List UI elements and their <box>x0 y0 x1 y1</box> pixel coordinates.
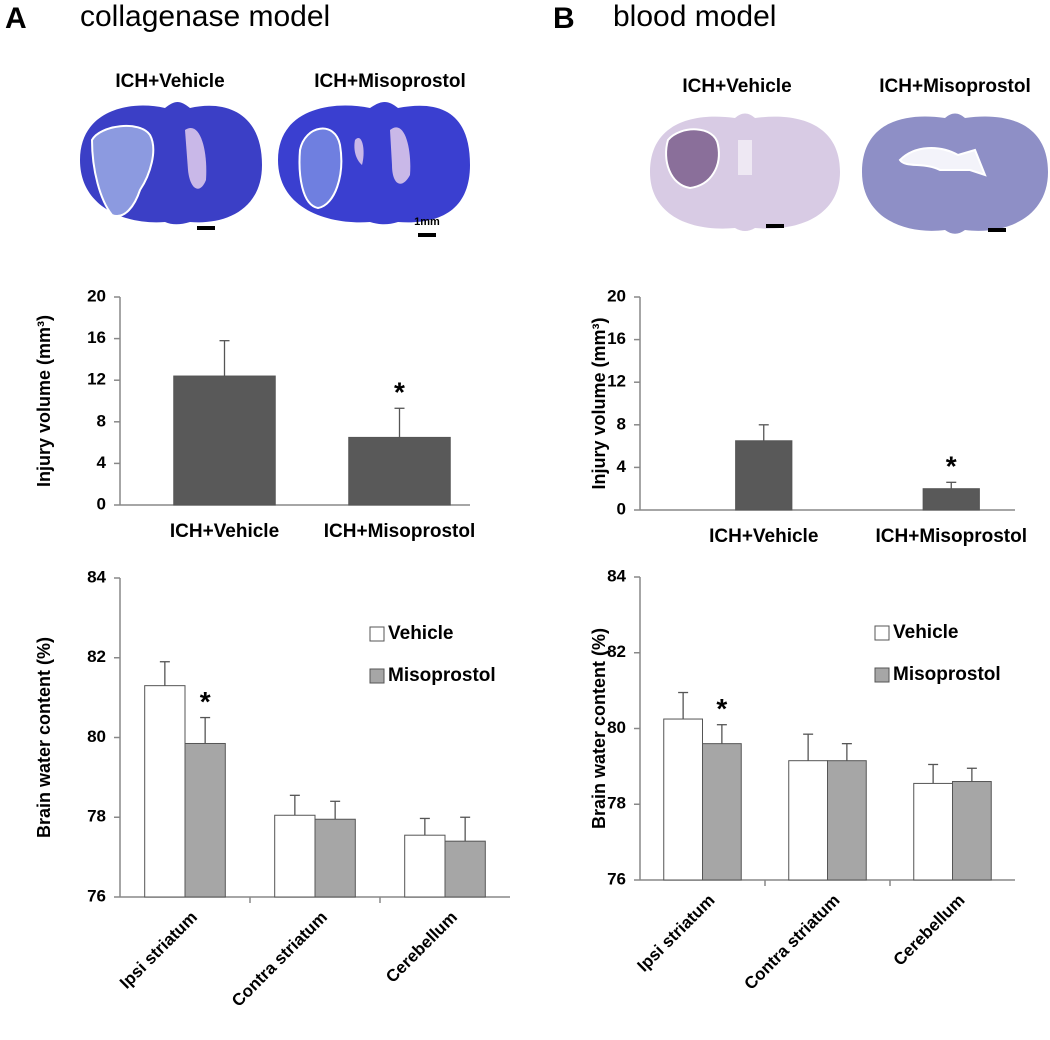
significance-mark: * <box>946 451 957 482</box>
x-tick-label: Cerebellum <box>382 908 461 987</box>
bar <box>913 782 953 881</box>
y-tick-label: 78 <box>607 794 626 813</box>
bar <box>827 760 867 881</box>
scale-label: 1mm <box>414 216 440 228</box>
x-tick-label: Cerebellum <box>890 891 969 970</box>
bar <box>952 781 992 881</box>
image-label: ICH+Vehicle <box>115 71 224 92</box>
y-tick-label: 84 <box>87 567 106 586</box>
y-tick-label: 80 <box>87 727 106 746</box>
panel-letter: A <box>5 2 27 35</box>
y-tick-label: 12 <box>87 370 106 389</box>
bar <box>404 834 446 898</box>
legend-swatch <box>369 668 385 684</box>
y-tick-label: 82 <box>607 642 626 661</box>
y-tick-label: 76 <box>87 886 106 905</box>
significance-mark: * <box>716 693 727 724</box>
panel-title: blood model <box>613 0 776 33</box>
y-tick-label: 8 <box>97 411 106 430</box>
y-tick-label: 20 <box>607 286 626 305</box>
y-tick-label: 84 <box>607 566 626 585</box>
x-tick-label: Contra striatum <box>228 908 331 1011</box>
bar <box>348 436 451 506</box>
image-label: ICH+Misoprostol <box>314 71 465 92</box>
y-tick-label: 16 <box>607 329 626 348</box>
bar <box>314 818 356 898</box>
x-tick-label: Contra striatum <box>741 891 844 994</box>
x-tick-label: ICH+Misoprostol <box>324 521 475 542</box>
image-label: ICH+Vehicle <box>682 76 791 97</box>
significance-mark: * <box>200 686 211 717</box>
legend-label: Vehicle <box>388 623 454 644</box>
legend-label: Vehicle <box>893 622 959 643</box>
x-tick-label: Ipsi striatum <box>116 908 201 993</box>
y-axis-label: Brain water content (%) <box>34 637 54 838</box>
brain-images-b <box>650 113 1048 234</box>
x-tick-label: ICH+Vehicle <box>170 521 279 542</box>
x-tick-label: ICH+Misoprostol <box>876 526 1027 547</box>
bar <box>702 743 742 881</box>
bar <box>444 840 486 898</box>
y-tick-label: 82 <box>87 647 106 666</box>
y-tick-label: 0 <box>617 499 626 518</box>
x-tick-label: ICH+Vehicle <box>709 526 818 547</box>
y-tick-label: 80 <box>607 718 626 737</box>
y-axis-label: Brain water content (%) <box>589 628 609 829</box>
y-tick-label: 4 <box>617 457 627 476</box>
bar <box>788 760 828 881</box>
y-tick-label: 4 <box>97 453 107 472</box>
image-label: ICH+Misoprostol <box>879 76 1030 97</box>
legend-swatch <box>874 667 890 683</box>
legend-label: Misoprostol <box>893 664 1001 685</box>
x-tick-label: Ipsi striatum <box>634 891 719 976</box>
significance-mark: * <box>394 377 405 408</box>
bar <box>663 718 703 881</box>
y-axis-label: Injury volume (mm³) <box>589 317 609 489</box>
bar <box>274 814 316 898</box>
bar <box>184 742 226 898</box>
y-tick-label: 16 <box>87 328 106 347</box>
y-tick-label: 76 <box>607 869 626 888</box>
y-tick-label: 0 <box>97 494 106 513</box>
legend-swatch <box>874 625 890 641</box>
panel-title: collagenase model <box>80 0 330 33</box>
y-tick-label: 78 <box>87 807 106 826</box>
y-tick-label: 12 <box>607 372 626 391</box>
bar <box>735 440 793 511</box>
y-axis-label: Injury volume (mm³) <box>34 315 54 487</box>
bar <box>144 685 186 898</box>
bar <box>173 375 276 506</box>
legend-label: Misoprostol <box>388 665 496 686</box>
brain-images-a <box>80 102 470 237</box>
bar <box>922 488 980 511</box>
panel-letter: B <box>553 2 575 35</box>
y-tick-label: 20 <box>87 286 106 305</box>
y-tick-label: 8 <box>617 414 626 433</box>
legend-swatch <box>369 626 385 642</box>
